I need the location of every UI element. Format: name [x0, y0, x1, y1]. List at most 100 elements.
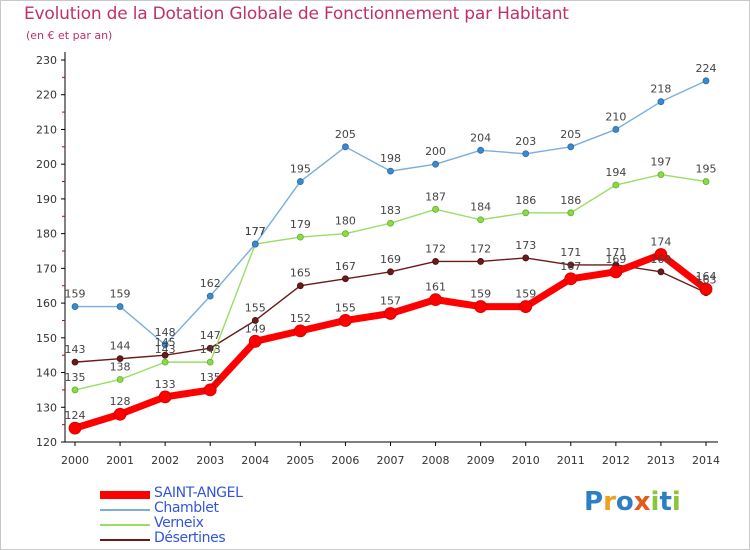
- data-point-chamblet: [477, 146, 485, 154]
- data-label-verneix: 183: [380, 204, 401, 217]
- logo-letter: t: [659, 487, 672, 517]
- data-label-saint-angel: 133: [155, 378, 176, 391]
- data-point-saint-angel: [113, 407, 127, 421]
- y-tick-label: 210: [36, 123, 57, 136]
- data-label-chamblet: 159: [110, 288, 131, 301]
- data-point-d-sertines: [657, 268, 665, 276]
- data-point-saint-angel: [609, 265, 623, 279]
- data-label-d-sertines: 172: [425, 242, 446, 255]
- data-point-saint-angel: [519, 300, 533, 313]
- data-label-d-sertines: 163: [696, 274, 717, 287]
- data-point-chamblet: [657, 98, 665, 106]
- data-point-verneix: [657, 171, 665, 179]
- data-label-verneix: 135: [65, 371, 86, 384]
- y-tick-label: 140: [36, 367, 57, 380]
- x-tick-label: 2005: [286, 454, 314, 467]
- chart-title: Evolution de la Dotation Globale de Fonc…: [24, 4, 569, 24]
- data-point-verneix: [71, 386, 79, 394]
- legend-swatch-saint-angel: [100, 491, 150, 499]
- data-label-saint-angel: 174: [650, 235, 671, 248]
- data-label-chamblet: 204: [470, 131, 491, 144]
- x-tick-label: 2000: [61, 454, 89, 467]
- data-label-saint-angel: 159: [515, 288, 536, 301]
- data-label-saint-angel: 169: [605, 253, 626, 266]
- data-label-verneix: 180: [335, 215, 356, 228]
- data-label-d-sertines: 144: [110, 340, 131, 353]
- y-tick-label: 150: [36, 332, 57, 345]
- data-label-saint-angel: 128: [110, 395, 131, 408]
- data-label-saint-angel: 167: [560, 260, 581, 273]
- data-label-verneix: 179: [290, 218, 311, 231]
- data-label-saint-angel: 157: [380, 295, 401, 308]
- data-label-saint-angel: 124: [65, 409, 86, 422]
- data-point-verneix: [387, 219, 394, 227]
- data-label-saint-angel: 159: [470, 288, 491, 301]
- series-layer: [68, 77, 713, 435]
- data-label-verneix: 184: [470, 201, 491, 214]
- data-point-saint-angel: [68, 421, 82, 435]
- y-tick-label: 160: [36, 297, 57, 310]
- data-point-d-sertines: [567, 261, 575, 269]
- x-tick-label: 2006: [331, 454, 359, 467]
- data-point-saint-angel: [203, 383, 217, 397]
- data-point-chamblet: [612, 126, 620, 133]
- logo-letter: x: [633, 487, 651, 517]
- data-point-chamblet: [161, 341, 169, 349]
- data-label-d-sertines: 169: [380, 253, 401, 266]
- data-label-verneix: 194: [605, 166, 626, 179]
- data-label-saint-angel: 149: [245, 322, 266, 335]
- data-label-saint-angel: 155: [335, 301, 356, 314]
- data-label-d-sertines: 143: [65, 343, 86, 356]
- data-point-chamblet: [702, 77, 710, 85]
- data-label-chamblet: 198: [380, 152, 401, 165]
- data-label-chamblet: 195: [290, 163, 311, 176]
- logo-letter: r: [603, 487, 616, 517]
- data-label-chamblet: 148: [155, 326, 176, 339]
- data-point-d-sertines: [161, 351, 169, 359]
- y-tick-label: 230: [36, 54, 57, 67]
- legend-swatch-desertines: [100, 539, 150, 541]
- data-label-chamblet: 218: [650, 83, 671, 96]
- data-label-d-sertines: 169: [650, 253, 671, 266]
- data-point-chamblet: [522, 150, 530, 158]
- data-point-verneix: [477, 216, 485, 224]
- legend-swatch-verneix: [100, 524, 150, 526]
- proxiti-logo: Proxiti: [584, 487, 681, 517]
- legend-label-chamblet: Chamblet: [154, 500, 219, 516]
- data-point-saint-angel: [384, 307, 397, 320]
- x-tick-label: 2007: [377, 454, 405, 467]
- data-point-chamblet: [432, 160, 439, 168]
- data-label-verneix: 143: [200, 343, 221, 356]
- chart-subtitle: (en € et par an): [26, 29, 113, 42]
- x-tick-label: 2011: [557, 454, 585, 467]
- data-point-chamblet: [206, 292, 214, 300]
- data-label-d-sertines: 145: [155, 336, 176, 349]
- y-tick-label: 130: [36, 401, 57, 414]
- data-label-chamblet: 224: [696, 62, 717, 75]
- data-label-d-sertines: 173: [515, 239, 536, 252]
- data-label-d-sertines: 165: [290, 267, 311, 280]
- data-label-saint-angel: 135: [200, 371, 221, 384]
- data-label-d-sertines: 171: [560, 246, 581, 259]
- logo-letter: i: [650, 487, 660, 517]
- data-point-d-sertines: [71, 358, 79, 366]
- data-point-verneix: [567, 209, 575, 217]
- data-label-verneix: 143: [155, 343, 176, 356]
- data-point-saint-angel: [248, 334, 262, 348]
- data-point-d-sertines: [387, 268, 394, 276]
- x-tick-label: 2010: [512, 454, 540, 467]
- data-label-chamblet: 200: [425, 145, 446, 158]
- data-point-saint-angel: [339, 314, 352, 327]
- data-point-d-sertines: [116, 355, 124, 363]
- data-point-d-sertines: [477, 258, 485, 265]
- data-label-verneix: 186: [560, 194, 581, 207]
- data-point-d-sertines: [296, 282, 304, 290]
- y-tick-label: 170: [36, 262, 57, 275]
- data-label-d-sertines: 147: [200, 329, 221, 342]
- y-tick-label: 220: [36, 89, 57, 102]
- data-point-saint-angel: [158, 390, 172, 404]
- data-point-saint-angel: [699, 282, 713, 296]
- x-tick-label: 2009: [467, 454, 495, 467]
